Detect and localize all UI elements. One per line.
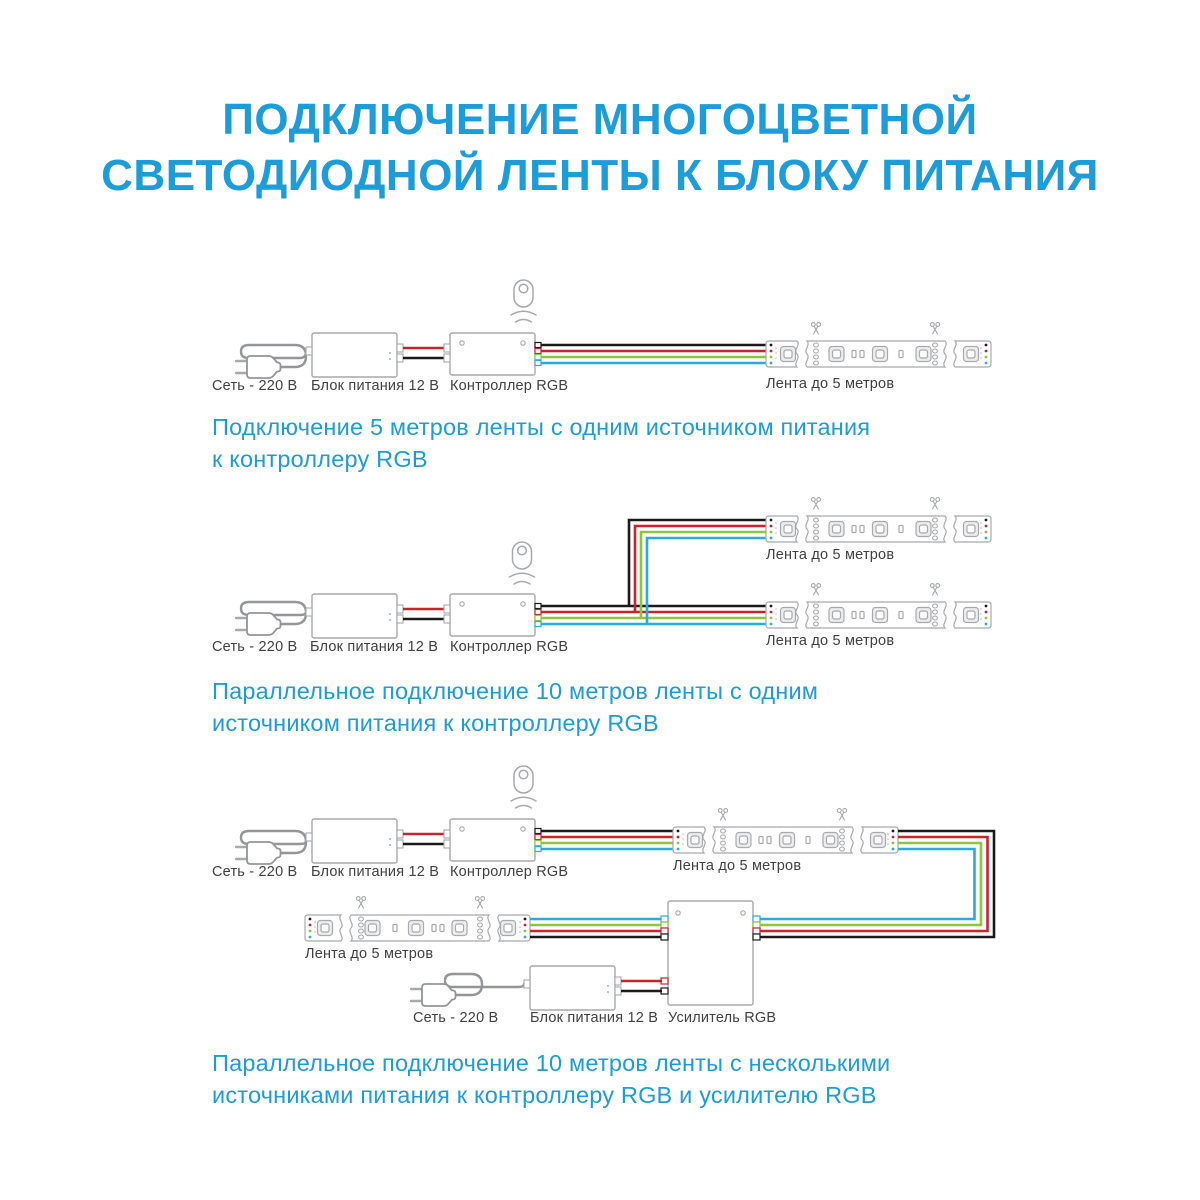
label-psu: Блок питания 12 В	[311, 864, 439, 880]
label-strip: Лента до 5 метров	[766, 376, 894, 392]
diagram-2-caption: Параллельное подключение 10 метров ленты…	[212, 676, 818, 739]
rgb-controller	[443, 332, 542, 376]
led-strip	[673, 809, 898, 853]
label-controller: Контроллер RGB	[450, 378, 568, 394]
power-plug-icon	[234, 355, 282, 379]
power-plug-icon	[234, 841, 282, 865]
label-psu: Блок питания 12 В	[310, 639, 438, 655]
psu-12v	[305, 332, 404, 378]
psu-12v	[305, 593, 404, 639]
rgb-wires-loop	[759, 829, 996, 939]
rf-remote-icon	[510, 765, 537, 809]
label-psu: Блок питания 12 В	[311, 378, 439, 394]
diagram-1-caption: Подключение 5 метров ленты с одним источ…	[212, 412, 870, 475]
rgb-controller	[443, 818, 542, 862]
label-mains: Сеть - 220 В	[212, 639, 297, 655]
page-title: ПОДКЛЮЧЕНИЕ МНОГОЦВЕТНОЙ СВЕТОДИОДНОЙ ЛЕ…	[0, 92, 1200, 204]
led-strip	[766, 584, 991, 628]
rgb-amplifier	[660, 900, 761, 1006]
power-plug-icon	[409, 983, 457, 1007]
rgb-wires	[541, 829, 673, 851]
label-amplifier: Усилитель RGB	[668, 1010, 776, 1026]
caption-line: Подключение 5 метров ленты с одним источ…	[212, 414, 871, 440]
rf-remote-icon	[508, 541, 536, 585]
label-strip: Лента до 5 метров	[305, 946, 433, 962]
caption-line: источником питания к контроллеру RGB	[212, 709, 659, 736]
caption-line: источниками питания к контроллеру RGB и …	[212, 1081, 877, 1108]
caption-line: Параллельное подключение 10 метров ленты…	[212, 678, 819, 704]
caption-line: Параллельное подключение 10 метров ленты…	[212, 1050, 891, 1076]
psu-12v	[305, 818, 404, 864]
psu-12v	[523, 965, 622, 1011]
rf-remote-icon	[510, 279, 537, 323]
rgb-controller	[443, 593, 542, 637]
power-plug-icon	[234, 612, 282, 636]
rgb-wires-parallel	[541, 518, 766, 626]
diagram-1: Сеть - 220 В Блок питания 12 В Контролле…	[212, 279, 991, 394]
power-cord	[239, 343, 308, 369]
page-title-line1: ПОДКЛЮЧЕНИЕ МНОГОЦВЕТНОЙ	[222, 95, 978, 144]
label-mains: Сеть - 220 В	[413, 1010, 498, 1026]
power-cord	[239, 829, 308, 855]
label-strip: Лента до 5 метров	[766, 547, 894, 563]
diagram-3: Сеть - 220 В Блок питания 12 В Контролле…	[212, 765, 996, 1026]
led-strip	[305, 897, 530, 941]
label-strip: Лента до 5 метров	[766, 633, 894, 649]
rgb-wires-to-amplifier	[530, 917, 662, 939]
label-strip: Лента до 5 метров	[673, 858, 801, 874]
label-controller: Контроллер RGB	[450, 864, 568, 880]
label-psu: Блок питания 12 В	[530, 1010, 658, 1026]
label-mains: Сеть - 220 В	[212, 864, 297, 880]
page-title-line2: СВЕТОДИОДНОЙ ЛЕНТЫ К БЛОКУ ПИТАНИЯ	[101, 151, 1099, 200]
rgb-wires	[541, 343, 766, 365]
label-mains: Сеть - 220 В	[212, 378, 297, 394]
power-cord	[443, 972, 526, 997]
diagram-3-caption: Параллельное подключение 10 метров ленты…	[212, 1048, 890, 1111]
led-strip	[766, 323, 991, 367]
caption-line: к контроллеру RGB	[212, 445, 428, 472]
label-controller: Контроллер RGB	[450, 639, 568, 655]
diagram-2: Лента до 5 метров Лента до 5 метров Сеть…	[212, 498, 991, 655]
led-strip	[766, 498, 991, 542]
